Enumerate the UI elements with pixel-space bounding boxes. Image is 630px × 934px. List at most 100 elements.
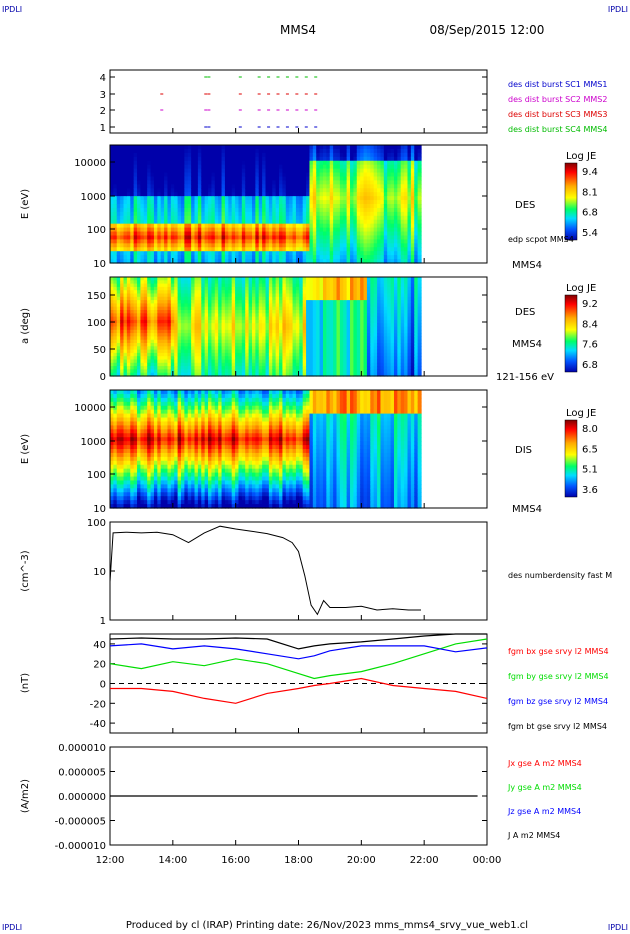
des-energy-cell xyxy=(343,152,348,158)
des-energy-cell xyxy=(143,196,148,201)
des-energy-cell xyxy=(251,204,256,209)
des-energy-cell xyxy=(204,211,209,217)
des-energy-cell xyxy=(380,247,385,252)
des-energy-cell xyxy=(366,168,371,174)
des-energy-cell xyxy=(407,160,412,166)
des-energy-cell xyxy=(211,168,216,174)
des-energy-cell xyxy=(326,152,331,158)
des-pitch-cell xyxy=(164,296,169,301)
des-pitch-cell xyxy=(147,310,152,314)
des-pitch-cell xyxy=(130,326,135,331)
des-pitch-cell xyxy=(140,356,145,361)
des-pitch-cell xyxy=(238,323,243,328)
des-energy-cell xyxy=(309,227,314,233)
des-pitch-cell xyxy=(322,316,327,321)
des-pitch-cell xyxy=(130,369,135,374)
des-energy-cell xyxy=(120,239,125,244)
des-pitch-cell xyxy=(113,346,118,351)
des-pitch-cell xyxy=(221,346,226,351)
des-energy-cell xyxy=(137,152,142,158)
des-pitch-cell xyxy=(116,293,121,298)
des-pitch-cell xyxy=(319,336,324,341)
des-energy-cell xyxy=(275,219,280,225)
des-pitch-cell xyxy=(258,280,263,285)
des-pitch-cell xyxy=(187,359,192,364)
des-energy-cell xyxy=(285,168,290,174)
des-pitch-cell xyxy=(285,339,290,344)
des-pitch-cell xyxy=(160,306,165,311)
des-energy-cell xyxy=(235,168,240,174)
des-pitch-cell xyxy=(116,323,121,328)
des-energy-cell xyxy=(322,227,327,233)
des-energy-cell xyxy=(346,255,351,260)
des-pitch-cell xyxy=(191,333,196,337)
des-pitch-cell xyxy=(174,319,179,324)
des-energy-cell xyxy=(170,172,175,178)
des-energy-cell xyxy=(123,196,128,201)
des-energy-cell xyxy=(180,192,185,197)
des-energy-cell xyxy=(319,259,324,264)
des-energy-cell xyxy=(228,160,233,166)
des-energy-cell xyxy=(322,243,327,248)
des-pitch-cell xyxy=(143,316,148,321)
des-energy-cell xyxy=(292,223,297,229)
des-pitch-cell xyxy=(164,329,169,334)
des-energy-cell xyxy=(218,180,223,185)
des-energy-cell xyxy=(241,219,246,225)
des-energy-cell xyxy=(336,259,341,264)
des-energy-cell xyxy=(113,207,118,213)
des-energy-cell xyxy=(126,235,131,240)
des-energy-cell xyxy=(393,176,398,181)
des-energy-cell xyxy=(218,145,223,150)
des-energy-cell xyxy=(262,255,267,260)
des-energy-cell xyxy=(143,255,148,260)
des-pitch-cell xyxy=(170,313,175,318)
des-pitch-cell xyxy=(177,333,182,337)
des-pitch-cell xyxy=(299,286,304,291)
des-energy-cell xyxy=(356,231,361,237)
des-energy-cell xyxy=(194,152,199,158)
des-pitch-cell xyxy=(295,303,300,308)
des-energy-cell xyxy=(292,164,297,170)
des-energy-cell xyxy=(373,239,378,244)
des-energy-cell xyxy=(167,215,172,221)
des-energy-cell xyxy=(356,211,361,217)
des-pitch-cell xyxy=(275,280,280,285)
des-energy-cell xyxy=(393,180,398,185)
des-pitch-cell xyxy=(197,369,202,374)
des-energy-cell xyxy=(248,204,253,209)
des-energy-cell xyxy=(262,215,267,221)
des-energy-cell xyxy=(390,176,395,181)
des-energy-cell xyxy=(160,251,165,256)
des-pitch-cell xyxy=(150,277,155,281)
des-energy-cell xyxy=(143,148,148,154)
des-energy-cell xyxy=(126,145,131,150)
des-pitch-cell xyxy=(228,280,233,285)
des-energy-cell xyxy=(174,176,179,181)
des-energy-cell xyxy=(262,148,267,154)
des-pitch-cell xyxy=(235,310,240,314)
des-energy-cell xyxy=(238,180,243,185)
des-pitch-cell xyxy=(116,362,121,367)
des-energy-cell xyxy=(214,239,219,244)
des-energy-cell xyxy=(228,207,233,213)
des-energy-cell xyxy=(110,204,114,209)
des-energy-cell xyxy=(235,184,240,189)
des-pitch-cell xyxy=(279,323,284,328)
des-pitch-cell xyxy=(262,310,267,314)
des-energy-cell xyxy=(329,235,334,240)
des-pitch-cell xyxy=(211,283,216,288)
des-energy-cell xyxy=(292,152,297,158)
des-energy-cell xyxy=(343,184,348,189)
des-energy-cell xyxy=(231,160,236,166)
des-pitch-cell xyxy=(319,323,324,328)
des-pitch-cell xyxy=(339,336,344,341)
des-energy-cell xyxy=(383,180,388,185)
des-pitch-cell xyxy=(174,362,179,367)
des-energy-cell xyxy=(366,211,371,217)
des-energy-cell xyxy=(319,211,324,217)
des-energy-cell xyxy=(123,200,128,205)
des-energy-cell xyxy=(393,243,398,248)
des-pitch-cell xyxy=(157,277,162,281)
des-pitch-cell xyxy=(339,352,344,357)
